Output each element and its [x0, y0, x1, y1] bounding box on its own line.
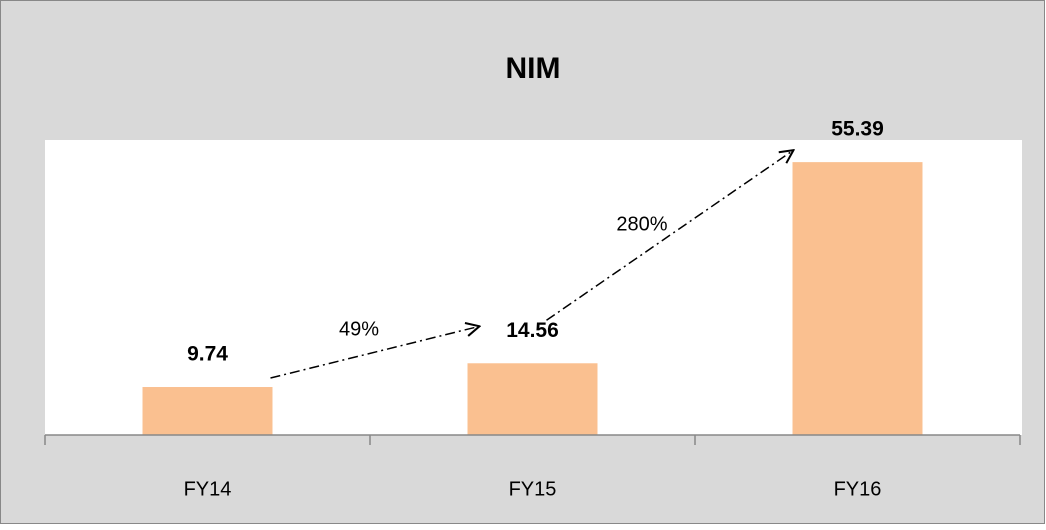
bar [142, 387, 273, 435]
x-tick-label: FY14 [184, 478, 232, 500]
growth-arrow [270, 326, 480, 379]
annotation: 49% [339, 318, 379, 340]
growth-arrow [546, 150, 794, 321]
data-label: 9.74 [187, 343, 228, 366]
bar [792, 162, 923, 435]
data-label: 14.56 [506, 319, 559, 342]
annotation: 280% [616, 213, 667, 235]
x-tick-label: FY16 [834, 478, 882, 500]
data-label: 55.39 [831, 118, 884, 141]
chart-title: NIM [506, 52, 561, 85]
bar [467, 363, 598, 435]
x-tick-label: FY15 [509, 478, 557, 500]
